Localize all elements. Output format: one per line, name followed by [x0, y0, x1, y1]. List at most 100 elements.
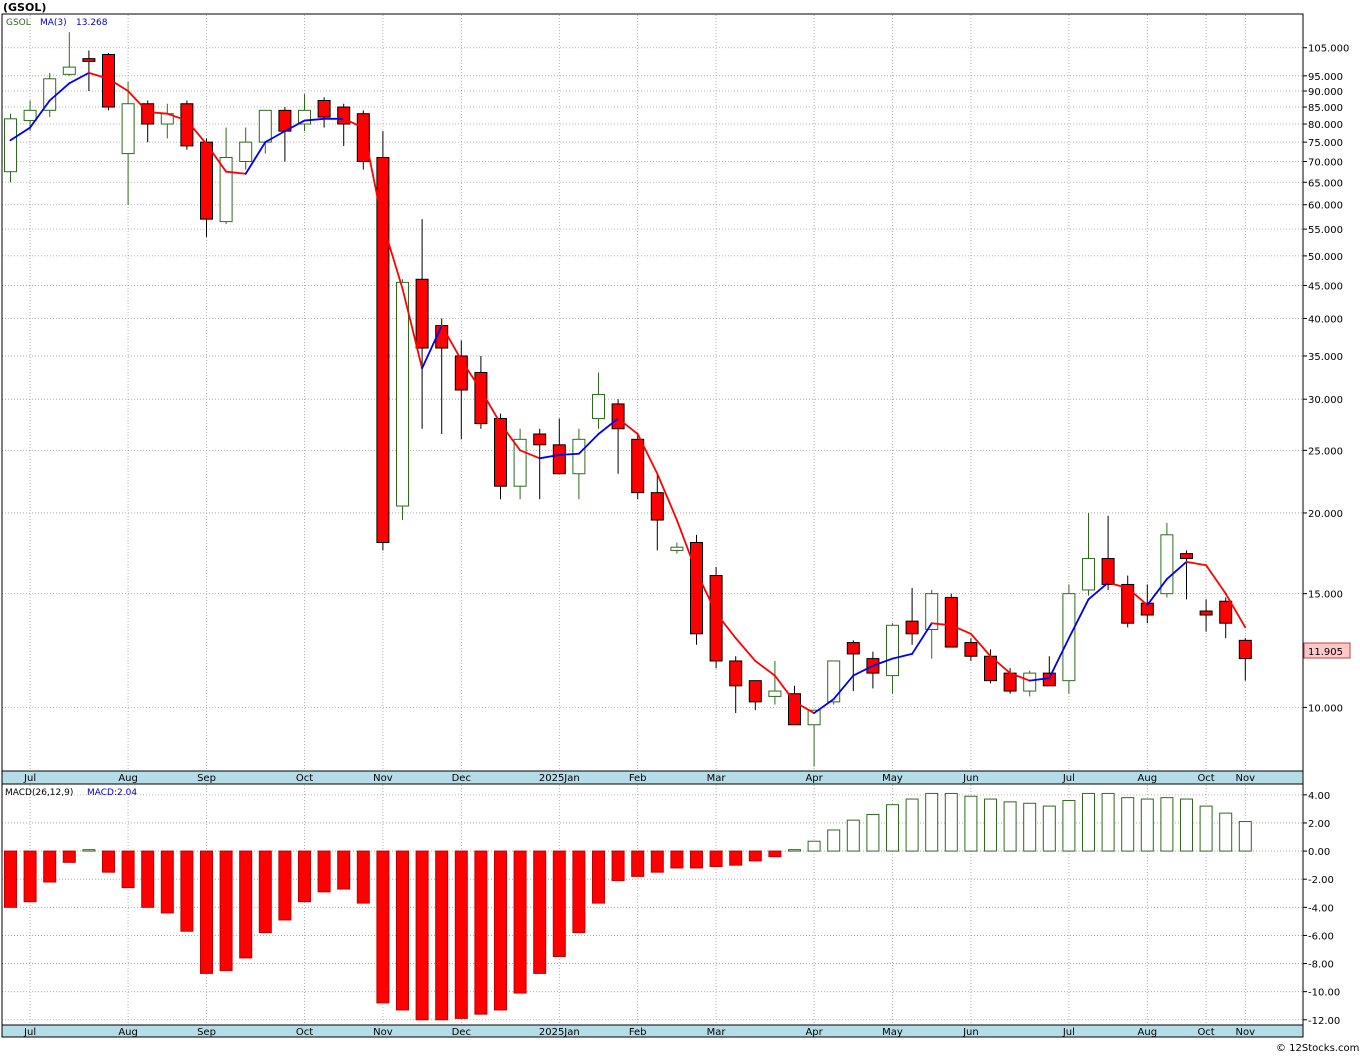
macd-bar	[964, 795, 978, 852]
last-price-label: 11.905	[1308, 647, 1343, 658]
ma-segment	[342, 117, 365, 129]
candle	[239, 127, 253, 170]
candle-body	[180, 103, 194, 147]
candle-body	[709, 575, 723, 662]
macd-bar	[160, 850, 174, 914]
macd-bar	[944, 792, 958, 852]
macd-bar	[278, 850, 292, 921]
ma-segment	[460, 359, 482, 391]
candle	[944, 593, 958, 648]
candle-body	[944, 596, 958, 648]
ma-segment	[558, 452, 580, 456]
ma-segment	[381, 223, 404, 290]
x-tick-label-bottom: Jul	[1062, 1027, 1075, 1038]
price-x-axis-band	[1, 770, 1304, 785]
candle-body	[317, 100, 331, 118]
candle	[200, 138, 213, 237]
x-tick-label-bottom: Nov	[1236, 1027, 1256, 1038]
price-y-tick-label: 40.000	[1308, 314, 1343, 325]
macd-y-tick-label: -8.00	[1308, 960, 1334, 971]
ma-segment	[283, 119, 306, 133]
candle-body	[572, 438, 586, 475]
macd-y-tick-label: -6.00	[1308, 931, 1334, 942]
candle-body	[1180, 553, 1193, 560]
macd-bar	[925, 792, 939, 852]
ma-segment	[676, 519, 698, 573]
candle	[62, 32, 76, 76]
ma-segment	[264, 130, 286, 144]
x-tick-label-bottom: 2025Jan	[539, 1027, 580, 1038]
candle	[592, 372, 605, 429]
ma-segment	[754, 660, 776, 677]
candle-body	[592, 394, 605, 420]
candle-body	[1219, 600, 1233, 624]
candle	[43, 72, 57, 118]
macd-bars	[4, 792, 1252, 1021]
candle	[807, 709, 821, 767]
macd-bar	[905, 798, 919, 852]
x-tick-label-top: Aug	[118, 773, 138, 784]
price-y-tick-label: 95.000	[1308, 72, 1343, 83]
candle-body	[886, 624, 899, 677]
macd-y-axis-labels: 4.00 2.00 0.00 -2.00 -4.00 -6.00 -8.00 -10.00 -1…	[1303, 791, 1340, 1027]
ma-segment	[852, 664, 874, 677]
candle-body	[396, 281, 409, 507]
ma-segment	[656, 472, 678, 521]
ma-segment	[421, 324, 443, 370]
macd-bar	[768, 850, 782, 858]
candle-body	[82, 58, 96, 62]
price-y-tick-label: 85.000	[1308, 103, 1343, 114]
candle	[4, 113, 17, 183]
candle	[1121, 575, 1135, 628]
candle	[552, 418, 566, 475]
candle	[1160, 522, 1174, 598]
x-tick-label-bottom: Jun	[962, 1027, 979, 1038]
candle	[278, 107, 292, 162]
x-tick-label-top: Mar	[707, 773, 727, 784]
macd-bar	[827, 829, 841, 852]
candle	[494, 413, 507, 500]
x-tick-label-top: May	[882, 773, 903, 784]
x-tick-label-top: Oct	[296, 773, 313, 784]
macd-bar	[513, 850, 527, 994]
price-y-tick-label: 20.000	[1308, 509, 1343, 520]
macd-bar	[1023, 802, 1037, 852]
macd-bar	[670, 850, 684, 869]
candle	[219, 127, 233, 225]
candle-body	[200, 141, 213, 220]
candle-body	[1023, 672, 1037, 692]
macd-bar	[1180, 798, 1193, 852]
x-tick-label-bottom: Jul	[23, 1027, 36, 1038]
macd-bar	[258, 850, 272, 934]
ma-segment	[1166, 560, 1188, 580]
legend-symbol: GSOL	[6, 18, 31, 28]
x-tick-label-top: Sep	[197, 773, 216, 784]
macd-bar	[200, 850, 213, 974]
macd-y-tick-label: -10.00	[1308, 988, 1340, 999]
macd-bar	[180, 850, 194, 932]
ma-segment	[636, 433, 659, 475]
legend-ma-value: 13.268	[76, 18, 108, 28]
ma-segment	[1185, 560, 1207, 567]
candle	[1199, 599, 1213, 632]
candle	[768, 660, 782, 705]
candle	[317, 97, 331, 128]
candle-body	[23, 109, 37, 122]
macd-bar	[1219, 812, 1233, 852]
ma-segment	[88, 71, 110, 80]
candle-body	[670, 546, 684, 551]
ma-segment	[1009, 672, 1031, 682]
ma-segment	[1028, 677, 1051, 682]
ma-segment	[225, 170, 247, 175]
macd-bar	[141, 850, 155, 908]
macd-bar	[121, 850, 135, 889]
candle-body	[650, 492, 664, 521]
ma-segment	[813, 698, 835, 714]
candle	[846, 640, 860, 692]
x-axis-labels-top: Jul Aug Sep Oct Nov Dec 2025Jan Feb Mar Apr May Jun…	[23, 773, 1255, 784]
candle-body	[631, 438, 645, 494]
candle	[631, 433, 645, 500]
macd-x-axis-band	[1, 1024, 1304, 1038]
macd-y-tick-label: 4.00	[1308, 791, 1330, 802]
